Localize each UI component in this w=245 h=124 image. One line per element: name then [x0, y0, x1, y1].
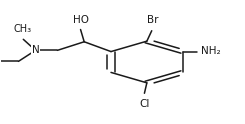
Text: CH₃: CH₃	[13, 24, 31, 34]
Text: Cl: Cl	[139, 99, 150, 109]
Text: N: N	[32, 45, 39, 55]
Text: Br: Br	[147, 15, 159, 25]
Text: HO: HO	[73, 15, 88, 25]
Text: NH₂: NH₂	[201, 46, 220, 56]
